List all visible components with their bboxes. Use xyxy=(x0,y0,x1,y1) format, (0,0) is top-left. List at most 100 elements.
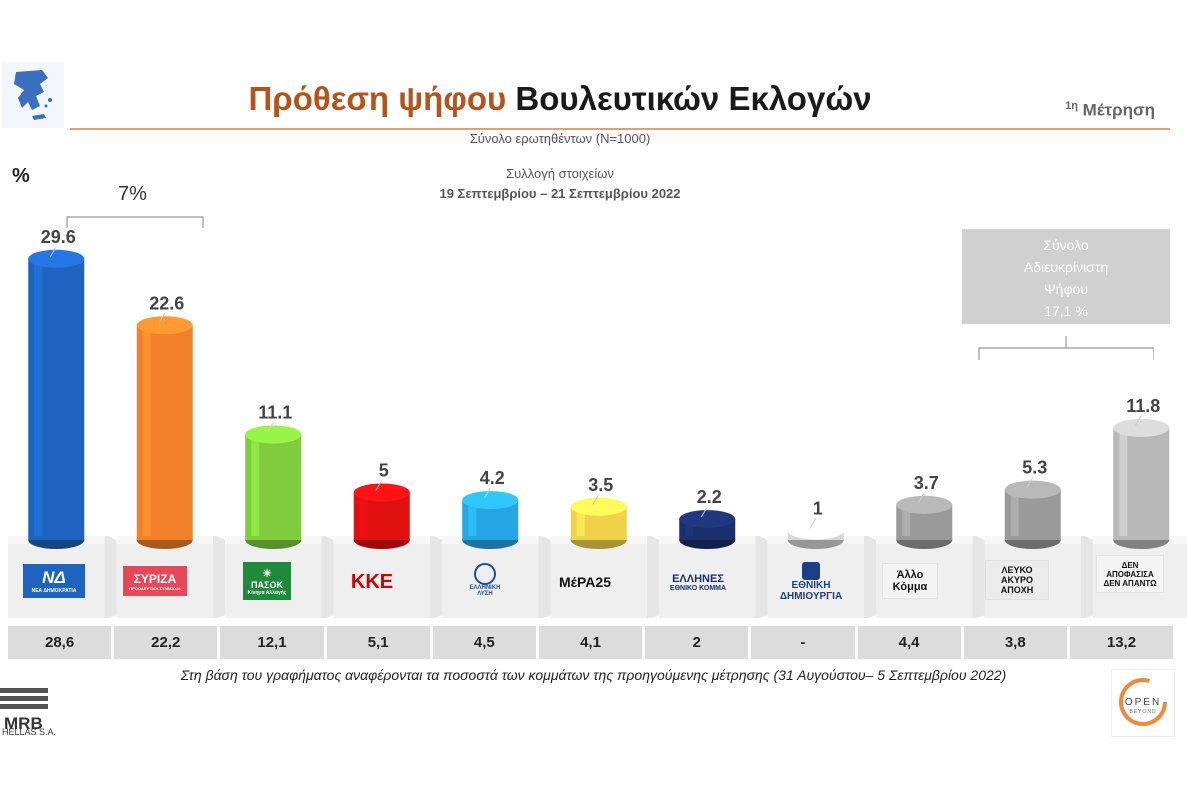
data-label-leader xyxy=(483,487,491,499)
bar-highlight xyxy=(1010,493,1019,536)
undecided-total-box: Σύνολο Αδιευκρίνιστη Ψήφου 17,1 % xyxy=(962,229,1170,324)
previous-value-cell: 4,5 xyxy=(432,626,536,659)
data-label: 3.7 xyxy=(914,473,939,493)
data-label-leader xyxy=(917,492,925,504)
data-label: 4.2 xyxy=(480,468,505,488)
data-label-leader xyxy=(700,506,708,518)
data-label: 5 xyxy=(379,461,389,481)
measurement-number: 1η xyxy=(1065,100,1078,112)
data-label-leader xyxy=(266,422,274,433)
greece-map-logo xyxy=(2,62,64,128)
previous-value-cell: 4,4 xyxy=(857,626,961,659)
data-label-leader xyxy=(1134,415,1142,427)
sun-icon: ☀ xyxy=(262,567,272,580)
bar-top xyxy=(136,316,193,335)
previous-value-cell: 22,2 xyxy=(114,626,218,659)
sample-subtitle: Σύνολο ερωτηθέντων (N=1000) xyxy=(469,131,651,146)
bar-highlight xyxy=(142,329,151,536)
mrb-logo-text: MRB xyxy=(4,714,43,733)
logo-ellines-main: ΕΛΛΗΝΕΣ xyxy=(672,572,724,585)
compass-icon xyxy=(474,563,496,585)
logo-nd: ΝΔ ΝΕΑ ΔΗΜΟΚΡΑΤΙΑ xyxy=(23,564,85,598)
logo-syriza-sub: ΠΡΟΟΔΕΥΤΙΚΗ ΣΥΜΜΑΧΙΑ xyxy=(129,585,181,591)
data-label: 29.6 xyxy=(41,227,76,247)
data-label: 2.2 xyxy=(697,487,722,507)
platform-front xyxy=(550,542,647,618)
bar-highlight xyxy=(359,496,368,536)
logo-pasok: ☀ ΠΑΣΟΚ Κίνημα Αλλαγής xyxy=(243,562,291,600)
bar-highlight xyxy=(1119,431,1128,536)
dates-subtitle: 19 Σεπτεμβρίου – 21 Σεπτεμβρίου 2022 xyxy=(439,186,681,201)
measurement-label: 1η Μέτρηση xyxy=(1065,100,1155,121)
data-label-leader xyxy=(375,480,383,491)
logo-pasok-main: ΠΑΣΟΚ xyxy=(251,579,283,590)
collection-subtitle: Συλλογή στοιχείων xyxy=(506,166,614,181)
previous-value-cell: 13,2 xyxy=(1069,626,1174,659)
previous-value-cell: 2 xyxy=(645,626,749,659)
undecided-bracket xyxy=(978,336,1154,360)
previous-values-row: 28,6 22,2 12,1 5,1 4,5 4,1 2-4,4 3,8 13,2 xyxy=(8,626,1174,659)
platform-front xyxy=(767,542,864,618)
bar-top xyxy=(28,249,85,268)
bar-top xyxy=(353,483,410,502)
logo-syriza: ΣΥΡΙΖΑ ΠΡΟΟΔΕΥΤΙΚΗ ΣΥΜΜΑΧΙΑ xyxy=(123,566,187,596)
mrb-logo xyxy=(0,688,48,709)
logo-elliniki-lysi: ΕΛΛΗΝΙΚΗ ΛΥΣΗ xyxy=(457,560,513,600)
platform-front xyxy=(333,542,430,618)
previous-value-cell: - xyxy=(751,626,855,659)
data-label: 3.5 xyxy=(588,475,613,495)
data-label: 11.8 xyxy=(1126,396,1160,416)
logo-lefko: ΛΕΥΚΟ ΑΚΥΡΟ ΑΠΟΧΗ xyxy=(985,560,1049,600)
logo-kke: ΚΚΕ xyxy=(350,570,394,593)
logo-ethniki-dimiourgia: ΕΘΝΙΚΗ ΔΗΜΙΟΥΡΓΙΑ xyxy=(772,557,850,607)
data-label-leader xyxy=(49,246,57,258)
bar-highlight xyxy=(468,504,477,536)
undecided-line1: Σύνολο xyxy=(1043,237,1089,253)
bar-top xyxy=(1004,480,1061,499)
bar-highlight xyxy=(576,510,585,536)
open-beyond-logo: OPEN BEYOND xyxy=(1111,669,1175,737)
previous-value-cell: 28,6 xyxy=(8,626,112,659)
previous-value-cell: 5,1 xyxy=(326,626,430,659)
data-label-leader xyxy=(809,518,817,529)
logo-nd-sub: ΝΕΑ ΔΗΜΟΚΡΑΤΙΑ xyxy=(31,588,77,594)
open-logo-text: OPEN xyxy=(1124,697,1162,708)
mrb-logo-sub: HELLAS S.A. xyxy=(2,727,57,737)
percent-symbol: % xyxy=(12,165,30,187)
undecided-line4: 17,1 % xyxy=(1044,303,1088,319)
undecided-line3: Ψήφου xyxy=(1043,281,1088,297)
undecided-line2: Αδιευκρίνιστη xyxy=(1023,259,1109,275)
data-label: 5.3 xyxy=(1022,458,1047,478)
logo-ellines: ΕΛΛΗΝΕΣ ΕΘΝΙΚΟ ΚΟΜΜΑ xyxy=(662,568,734,596)
title-main: Βουλευτικών Εκλογών xyxy=(515,80,872,117)
logo-den: ΔΕΝ ΑΠΟΦΑΣΙΣΑ ΔΕΝ ΑΠΑΝΤΩ xyxy=(1096,555,1164,593)
logo-elliniki-lysi-text: ΕΛΛΗΝΙΚΗ ΛΥΣΗ xyxy=(469,585,501,597)
logo-nd-main: ΝΔ xyxy=(42,568,66,587)
bar-highlight xyxy=(902,508,911,536)
bar-top xyxy=(462,491,519,510)
logo-pasok-sub: Κίνημα Αλλαγής xyxy=(247,589,287,596)
bar-highlight xyxy=(34,262,43,536)
logo-ellines-sub: ΕΘΝΙΚΟ ΚΟΜΜΑ xyxy=(669,584,727,592)
previous-value-cell: 4,1 xyxy=(538,626,643,659)
data-label: 11.1 xyxy=(258,403,292,423)
logo-allo: Άλλο Κόμμα xyxy=(882,563,938,599)
previous-value-cell: 3,8 xyxy=(963,626,1067,659)
gap-label: 7% xyxy=(118,183,147,205)
measurement-text: Μέτρηση xyxy=(1082,100,1155,120)
data-label: 22.6 xyxy=(149,293,184,313)
page-title: Πρόθεση ψήφου Βουλευτικών Εκλογών xyxy=(0,80,1120,118)
logo-ethniki-dimiourgia-text: ΕΘΝΙΚΗ ΔΗΜΙΟΥΡΓΙΑ xyxy=(779,580,843,602)
logo-syriza-main: ΣΥΡΙΖΑ xyxy=(133,571,177,586)
title-underline xyxy=(70,128,1170,130)
bar-highlight xyxy=(251,438,260,536)
data-label: 1 xyxy=(813,499,823,519)
data-label-leader xyxy=(1026,477,1034,488)
title-accent: Πρόθεση ψήφου xyxy=(248,80,507,117)
bar-top xyxy=(1113,418,1170,437)
platform-front xyxy=(659,542,756,618)
bar-top xyxy=(787,521,844,540)
bar-top xyxy=(896,495,953,514)
open-logo-sub: BEYOND xyxy=(1129,709,1157,715)
previous-value-cell: 12,1 xyxy=(220,626,324,659)
